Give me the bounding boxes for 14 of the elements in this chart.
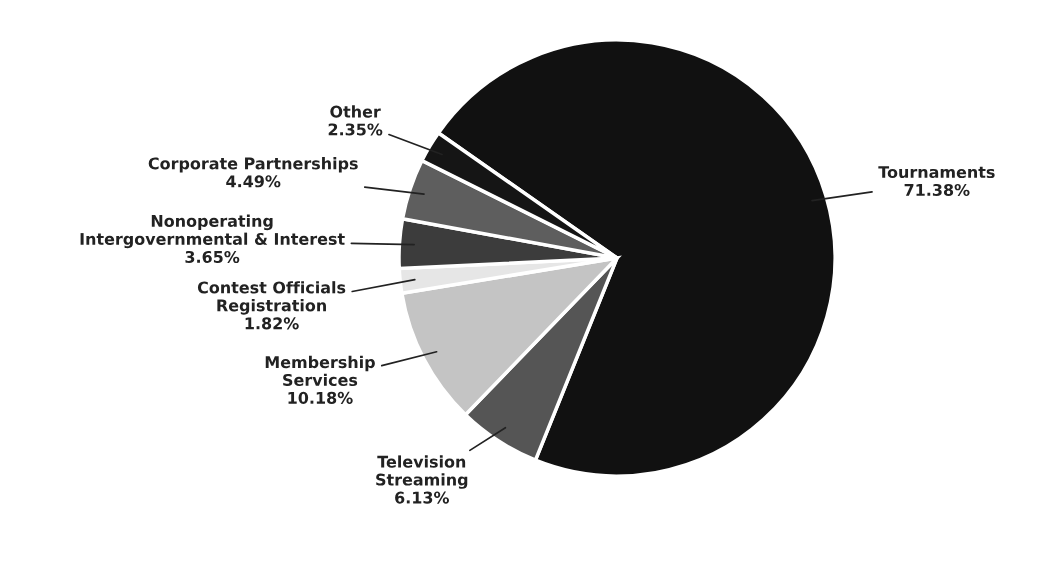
slice-label: Television Streaming: [376, 455, 468, 489]
data-label: 71.38%: [904, 183, 970, 196]
data-label: 2.35%: [328, 123, 383, 136]
slice-label: Membership Services: [265, 355, 375, 387]
slice-label: Contest Officials Registration: [197, 281, 346, 315]
slice-label: Corporate Partnerships: [148, 157, 358, 173]
data-label: 6.13%: [395, 491, 449, 504]
data-label: 10.18%: [288, 391, 353, 404]
data-label: 3.65%: [185, 250, 240, 263]
slice-label: Tournaments: [878, 166, 995, 179]
slice-label: Nonoperating Intergovernmental & Interest: [80, 214, 345, 249]
data-label: 1.82%: [245, 317, 299, 330]
data-label: 4.49%: [226, 175, 281, 188]
slice-label: Other: [330, 105, 381, 118]
